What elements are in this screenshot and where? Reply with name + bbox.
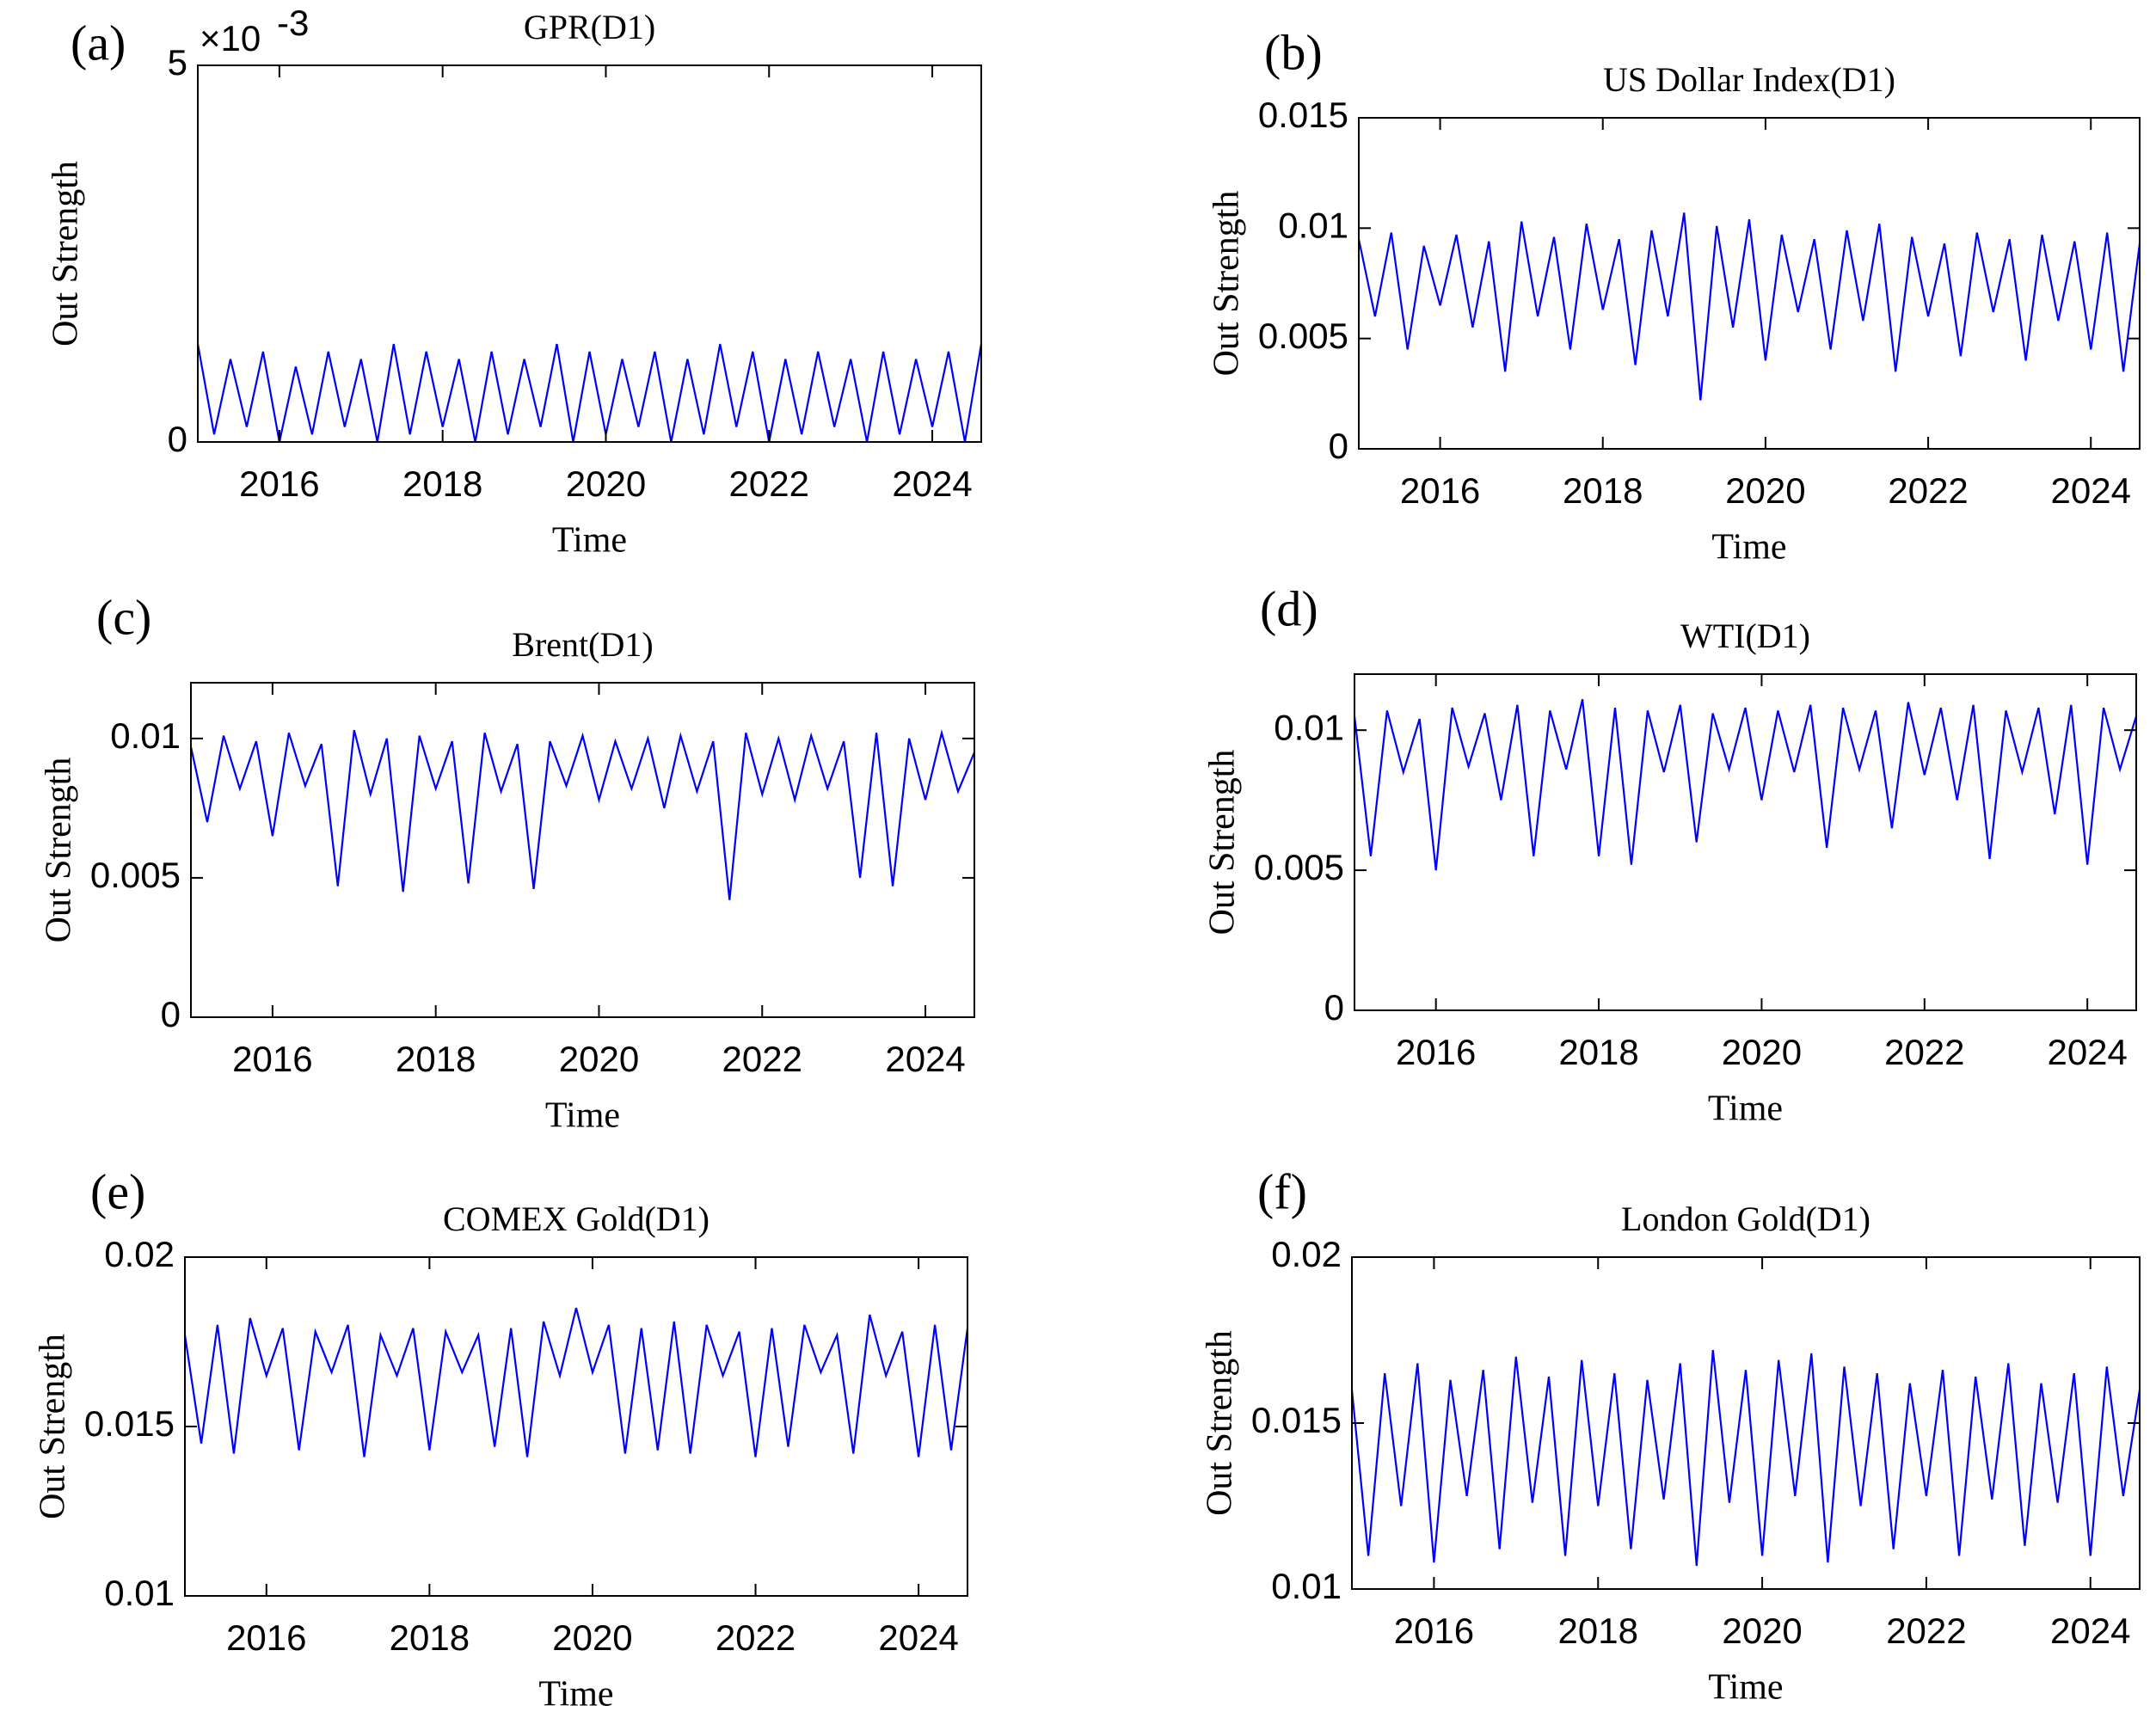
x-tick-label: 2024	[878, 1617, 958, 1658]
x-tick-label: 2016	[1394, 1611, 1474, 1651]
y-axis-label: Out Strength	[1203, 750, 1243, 936]
subplot-title: Brent(D1)	[512, 625, 653, 664]
x-tick-label: 2016	[232, 1039, 312, 1079]
subplot-title: US Dollar Index(D1)	[1603, 60, 1895, 99]
x-axis-label: Time	[545, 1096, 620, 1136]
panel-label: (f)	[1257, 1163, 1307, 1219]
data-line	[183, 1307, 969, 1457]
y-axis-label: Out Strength	[46, 161, 86, 347]
x-tick-label: 2018	[1558, 1032, 1638, 1072]
panel-label: (d)	[1260, 580, 1318, 636]
y-tick-label: 0.005	[1258, 316, 1348, 356]
axes-frame	[1351, 1256, 2141, 1590]
axes-frame	[1354, 673, 2137, 1011]
subplot: 2016 2018 2020 2022 2024 0.01 0.015 0.02 COMEX G…	[34, 1163, 969, 1715]
x-tick-label: 2016	[1400, 470, 1480, 511]
y-tick-label: 0.005	[1254, 847, 1344, 887]
y-tick-label: 0.015	[84, 1403, 175, 1444]
x-tick-label: 2022	[1884, 1032, 1964, 1072]
x-axis-label: Time	[552, 521, 627, 561]
y-multiplier-exponent: -3	[277, 3, 309, 43]
subplot-title: COMEX Gold(D1)	[443, 1200, 709, 1238]
subplot: 2016 2018 2020 2022 2024 0 0.005 0.01 WTI(D1) Tim…	[1203, 580, 2138, 1129]
y-axis-label: Out Strength	[1207, 191, 1247, 377]
data-line	[1353, 699, 2138, 871]
x-tick-label: 2020	[1722, 1032, 1802, 1072]
axes-frame	[1358, 117, 2141, 450]
y-tick-label: 0.02	[1271, 1234, 1342, 1274]
y-tick-label: 0.01	[1274, 707, 1344, 747]
x-tick-label: 2022	[722, 1039, 802, 1079]
subplot-title: London Gold(D1)	[1621, 1200, 1870, 1238]
y-tick-label: 0	[168, 419, 187, 459]
x-axis-label: Time	[1711, 528, 1786, 568]
panel-label: (c)	[96, 589, 151, 645]
panel-label: (a)	[71, 15, 126, 71]
x-tick-label: 2022	[1888, 470, 1968, 511]
panel-label: (b)	[1264, 24, 1323, 80]
x-axis-label: Time	[1708, 1089, 1783, 1129]
axes-frame	[197, 64, 982, 443]
x-tick-label: 2022	[1886, 1611, 1966, 1651]
x-tick-label: 2016	[226, 1617, 306, 1658]
y-tick-label: 0.005	[90, 855, 181, 895]
x-tick-label: 2024	[2047, 1032, 2127, 1072]
y-tick-label: 0	[161, 994, 181, 1034]
y-tick-label: 0.01	[1278, 205, 1348, 245]
x-axis-label: Time	[1708, 1668, 1783, 1708]
data-line	[1357, 212, 2141, 401]
x-axis-label: Time	[538, 1675, 613, 1715]
x-tick-label: 2020	[566, 463, 646, 504]
y-axis-label: Out Strength	[1201, 1330, 1240, 1516]
panel-label: (e)	[90, 1163, 145, 1219]
data-line	[196, 343, 983, 443]
x-tick-label: 2018	[1558, 1611, 1638, 1651]
y-tick-label: 0.01	[1271, 1566, 1342, 1606]
y-tick-label: 0.015	[1258, 95, 1348, 135]
x-tick-label: 2024	[892, 463, 972, 504]
data-line	[1350, 1349, 2141, 1567]
x-tick-label: 2020	[1722, 1611, 1802, 1651]
subplot: 2016 2018 2020 2022 2024 0.01 0.015 0.02 London …	[1201, 1163, 2141, 1708]
y-axis-label: Out Strength	[40, 758, 79, 943]
data-line	[189, 728, 976, 900]
x-tick-label: 2018	[390, 1617, 470, 1658]
x-tick-label: 2024	[2050, 1611, 2130, 1651]
y-tick-label: 0.02	[104, 1234, 175, 1274]
x-tick-label: 2016	[1396, 1032, 1476, 1072]
subplot-title: GPR(D1)	[524, 8, 655, 46]
x-tick-label: 2016	[239, 463, 319, 504]
y-axis-label: Out Strength	[34, 1334, 73, 1519]
y-tick-label: 5	[168, 42, 187, 83]
x-tick-label: 2024	[885, 1039, 965, 1079]
x-tick-label: 2022	[716, 1617, 795, 1658]
y-tick-label: 0.015	[1251, 1400, 1342, 1440]
x-tick-label: 2020	[559, 1039, 639, 1079]
x-tick-label: 2020	[1725, 470, 1805, 511]
y-tick-label: 0.01	[110, 715, 181, 756]
x-tick-label: 2018	[396, 1039, 476, 1079]
x-tick-label: 2018	[1563, 470, 1643, 511]
subplot: 2016 2018 2020 2022 2024 0 5 GPR(D1) Time Out Str…	[46, 3, 983, 561]
y-tick-label: 0	[1329, 426, 1348, 466]
x-tick-label: 2024	[2051, 470, 2131, 511]
axes-frame	[190, 682, 975, 1018]
y-multiplier: ×10	[200, 18, 261, 58]
subplot-title: WTI(D1)	[1680, 617, 1810, 655]
y-tick-label: 0	[1324, 987, 1344, 1028]
y-tick-label: 0.01	[104, 1573, 175, 1613]
x-tick-label: 2020	[552, 1617, 632, 1658]
subplot: 2016 2018 2020 2022 2024 0 0.005 0.01 Brent(D1) T…	[40, 589, 976, 1136]
subplot: 2016 2018 2020 2022 2024 0 0.005 0.01 0.015 US Do…	[1207, 24, 2141, 568]
x-tick-label: 2022	[729, 463, 809, 504]
x-tick-label: 2018	[402, 463, 482, 504]
